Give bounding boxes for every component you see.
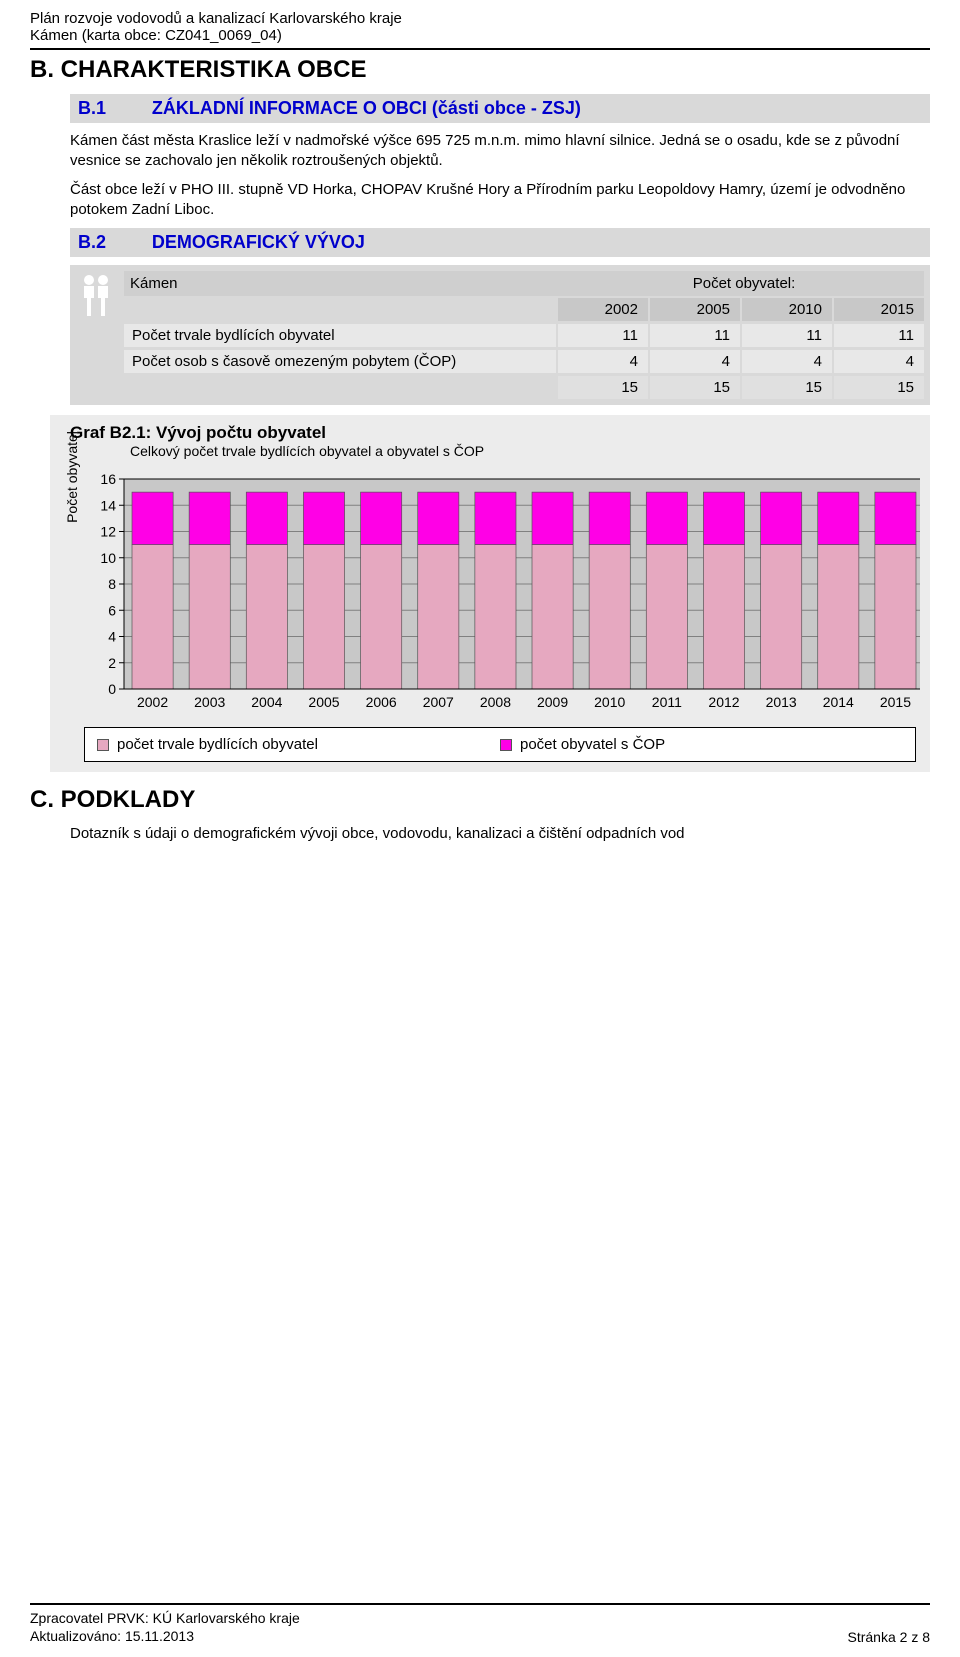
row-value: 4 <box>834 350 924 373</box>
b2-title: DEMOGRAFICKÝ VÝVOJ <box>152 232 365 252</box>
legend-item: počet obyvatel s ČOP <box>500 736 903 753</box>
svg-text:4: 4 <box>108 629 116 645</box>
svg-text:2011: 2011 <box>652 694 682 710</box>
row-value: 11 <box>650 324 740 347</box>
svg-text:12: 12 <box>100 524 116 540</box>
legend-swatch <box>500 739 512 751</box>
section-b-heading: B. CHARAKTERISTIKA OBCE <box>30 56 930 84</box>
legend-swatch <box>97 739 109 751</box>
svg-text:2008: 2008 <box>480 694 511 710</box>
c-paragraph: Dotazník s údaji o demografickém vývoji … <box>70 824 930 844</box>
row-value: 4 <box>558 350 648 373</box>
chart-title: Graf B2.1: Vývoj počtu obyvatel <box>70 423 920 443</box>
footer-updated: Aktualizováno: 15.11.2013 <box>30 1627 300 1645</box>
svg-text:2006: 2006 <box>366 694 397 710</box>
year-cell: 2010 <box>742 298 832 321</box>
svg-text:0: 0 <box>108 681 116 697</box>
svg-text:6: 6 <box>108 602 116 618</box>
footer-page-number: Stránka 2 z 8 <box>848 1629 931 1645</box>
svg-text:8: 8 <box>108 576 116 592</box>
footer-author: Zpracovatel PRVK: KÚ Karlovarského kraje <box>30 1609 300 1627</box>
bar-chart: 0 2 4 6 8 10 12 14 16 2002 2003 2004 2005 2006 2007 200… <box>84 469 920 719</box>
svg-text:2: 2 <box>108 655 116 671</box>
chart-container: Graf B2.1: Vývoj počtu obyvatel Celkový … <box>50 415 930 772</box>
row-label: Počet trvale bydlících obyvatel <box>124 324 556 347</box>
row-value: 15 <box>834 376 924 399</box>
legend-item: počet trvale bydlících obyvatel <box>97 736 500 753</box>
b1-paragraph-1: Kámen část města Kraslice leží v nadmořs… <box>70 131 930 172</box>
page-header: Plán rozvoje vodovodů a kanalizací Karlo… <box>30 10 930 50</box>
people-icon <box>76 271 116 321</box>
header-title: Plán rozvoje vodovodů a kanalizací Karlo… <box>30 10 930 27</box>
row-value: 15 <box>650 376 740 399</box>
chart-ylabel: Počet obyvatel <box>60 469 84 485</box>
b1-heading-row: B.1 ZÁKLADNÍ INFORMACE O OBCI (části obc… <box>70 94 930 123</box>
row-value: 15 <box>558 376 648 399</box>
svg-text:2010: 2010 <box>594 694 625 710</box>
svg-text:2005: 2005 <box>308 694 339 710</box>
demographic-table: Kámen Počet obyvatel: 2002 2005 2010 201… <box>70 265 930 405</box>
row-value: 15 <box>742 376 832 399</box>
svg-text:14: 14 <box>100 497 116 513</box>
svg-text:2014: 2014 <box>823 694 854 710</box>
section-c-heading: C. PODKLADY <box>30 786 930 814</box>
svg-text:2004: 2004 <box>251 694 282 710</box>
b1-number: B.1 <box>78 98 148 119</box>
table-pop-label: Počet obyvatel: <box>564 271 924 296</box>
row-value: 11 <box>834 324 924 347</box>
svg-text:2013: 2013 <box>766 694 797 710</box>
year-cell: 2002 <box>558 298 648 321</box>
b2-number: B.2 <box>78 232 148 253</box>
svg-text:10: 10 <box>100 550 116 566</box>
b2-heading-row: B.2 DEMOGRAFICKÝ VÝVOJ <box>70 228 930 257</box>
svg-text:2012: 2012 <box>708 694 739 710</box>
legend-label: počet trvale bydlících obyvatel <box>117 736 318 753</box>
svg-text:16: 16 <box>100 471 116 487</box>
year-cell: 2015 <box>834 298 924 321</box>
chart-legend: počet trvale bydlících obyvatel počet ob… <box>84 727 916 762</box>
row-value: 11 <box>742 324 832 347</box>
table-row: Počet osob s časově omezeným pobytem (ČO… <box>124 350 924 373</box>
b1-title: ZÁKLADNÍ INFORMACE O OBCI (části obce - … <box>152 98 581 118</box>
row-label <box>124 376 556 399</box>
svg-text:2015: 2015 <box>880 694 911 710</box>
header-subtitle: Kámen (karta obce: CZ041_0069_04) <box>30 27 930 44</box>
table-year-row: 2002 2005 2010 2015 <box>124 298 924 321</box>
svg-text:2003: 2003 <box>194 694 225 710</box>
svg-text:2002: 2002 <box>137 694 168 710</box>
table-row: Počet trvale bydlících obyvatel 11 11 11… <box>124 324 924 347</box>
svg-text:2007: 2007 <box>423 694 454 710</box>
row-value: 11 <box>558 324 648 347</box>
table-name: Kámen <box>124 271 564 296</box>
row-value: 4 <box>742 350 832 373</box>
row-label: Počet osob s časově omezeným pobytem (ČO… <box>124 350 556 373</box>
svg-text:2009: 2009 <box>537 694 568 710</box>
row-value: 4 <box>650 350 740 373</box>
year-cell: 2005 <box>650 298 740 321</box>
page-footer: Zpracovatel PRVK: KÚ Karlovarského kraje… <box>30 1603 930 1645</box>
table-totals-row: 15 15 15 15 <box>124 376 924 399</box>
b1-paragraph-2: Část obce leží v PHO III. stupně VD Hork… <box>70 180 930 221</box>
chart-subtitle: Celkový počet trvale bydlících obyvatel … <box>130 443 920 459</box>
legend-label: počet obyvatel s ČOP <box>520 736 665 753</box>
